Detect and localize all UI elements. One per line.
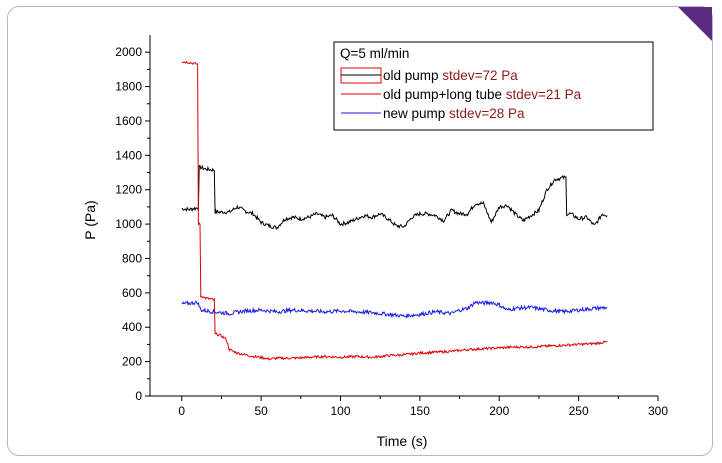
x-tick-label: 200 xyxy=(489,404,509,418)
plot-lines xyxy=(181,60,608,361)
x-tick-label: 100 xyxy=(330,404,350,418)
series-line-3 xyxy=(181,300,608,319)
corner-accent xyxy=(678,7,712,41)
legend-series-stat: stdev=28 Pa xyxy=(449,106,525,121)
legend: Q=5 ml/min old pump stdev=72 Pa old pump+… xyxy=(333,41,654,131)
x-axis-title: Time (s) xyxy=(377,433,428,449)
y-axis-title: P (Pa) xyxy=(82,200,98,239)
legend-series-name: new pump xyxy=(383,106,449,121)
legend-title: Q=5 ml/min xyxy=(340,46,409,61)
y-tick-label: 1600 xyxy=(115,114,142,128)
y-tick-label: 800 xyxy=(122,251,142,265)
x-tick-label: 0 xyxy=(178,404,185,418)
y-tick-label: 600 xyxy=(122,286,142,300)
y-ticks: 0 200 400 600 800 1000 1200 1400 1600 1800 2000 xyxy=(115,45,150,403)
y-tick-label: 1400 xyxy=(115,148,142,162)
legend-entries: old pump stdev=72 Pa old pump+long tube s… xyxy=(340,67,582,121)
x-tick-label: 50 xyxy=(254,404,268,418)
series-line-2 xyxy=(181,60,608,361)
x-tick-label: 250 xyxy=(569,404,589,418)
legend-label-1: old pump stdev=72 Pa xyxy=(383,68,518,83)
y-tick-label: 2000 xyxy=(115,45,142,59)
legend-label-2: old pump+long tube stdev=21 Pa xyxy=(383,87,582,102)
y-tick-label: 400 xyxy=(122,320,142,334)
legend-label-3: new pump stdev=28 Pa xyxy=(383,106,525,121)
y-tick-label: 1000 xyxy=(115,217,142,231)
legend-series-name: old pump+long tube xyxy=(383,87,506,102)
y-tick-label: 200 xyxy=(122,355,142,369)
x-ticks: 0 50 100 150 200 250 300 xyxy=(178,396,668,418)
y-tick-label: 1200 xyxy=(115,183,142,197)
x-tick-label: 150 xyxy=(410,404,430,418)
series-line-1 xyxy=(181,164,608,230)
legend-box xyxy=(333,41,654,131)
legend-series-name: old pump xyxy=(383,68,442,83)
y-tick-label: 0 xyxy=(135,389,142,403)
axes xyxy=(149,35,658,397)
legend-series-stat: stdev=21 Pa xyxy=(506,87,582,102)
y-tick-label: 1800 xyxy=(115,80,142,94)
x-tick-label: 300 xyxy=(648,404,668,418)
legend-series-stat: stdev=72 Pa xyxy=(442,68,518,83)
